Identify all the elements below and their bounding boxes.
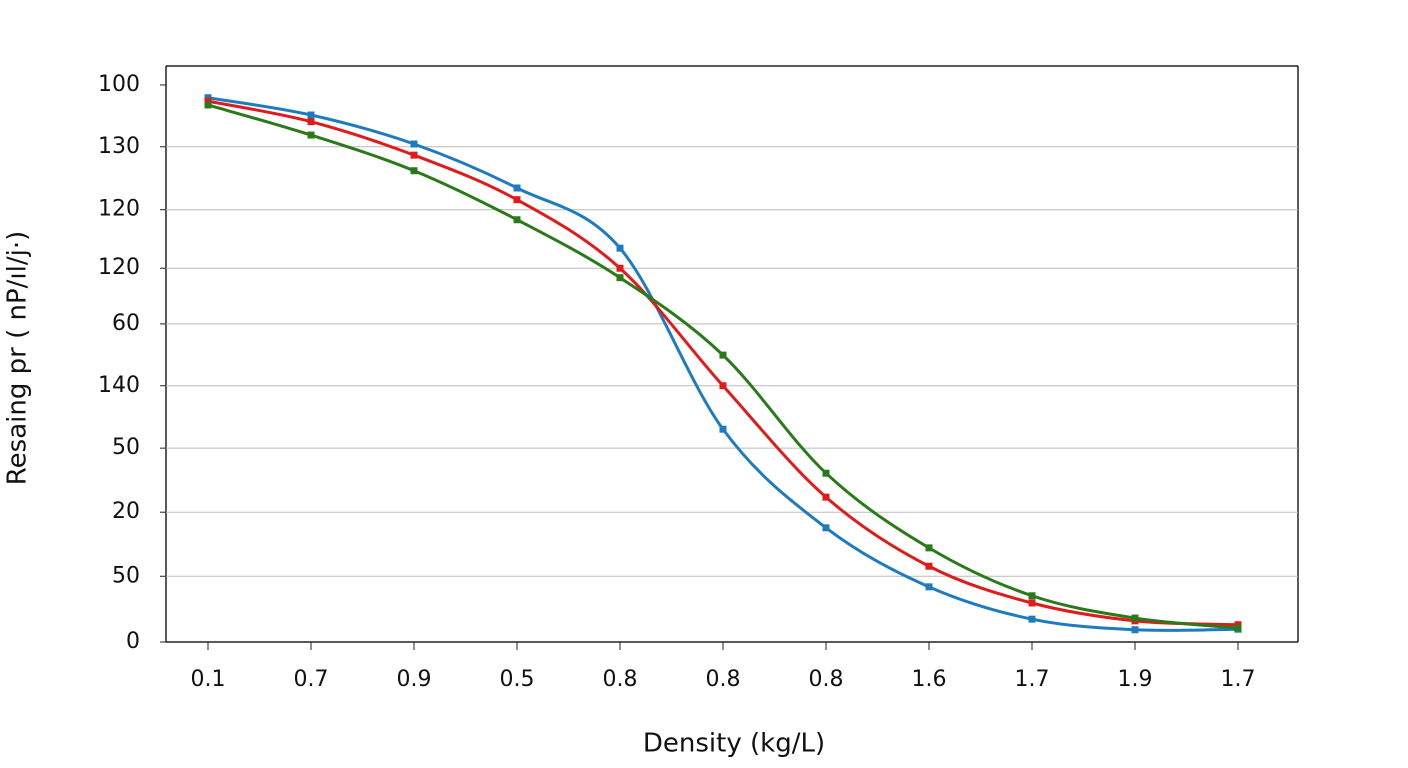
x-tick-label: 0.7 [294, 667, 329, 692]
y-axis-title: Resaing pr ( nP/ıl/j·) [3, 231, 33, 485]
y-tick-label: 50 [112, 563, 140, 588]
x-tick-label: 0.1 [191, 667, 226, 692]
y-tick-label: 60 [112, 311, 140, 336]
y-tick-label: 140 [98, 373, 140, 398]
x-tick-label: 1.7 [1221, 667, 1256, 692]
x-tick-label: 0.8 [706, 667, 741, 692]
data-point [410, 167, 418, 175]
data-point [1028, 615, 1036, 623]
x-tick-label: 0.5 [500, 667, 535, 692]
series-line [207, 103, 1239, 630]
x-axis-title: Density (kg/L) [643, 729, 825, 759]
data-point [925, 544, 933, 552]
y-tick-label: 100 [98, 72, 140, 97]
data-point [822, 469, 830, 477]
data-point [719, 382, 727, 390]
y-tick-label: 50 [112, 435, 140, 460]
data-point [307, 111, 315, 119]
data-point [616, 264, 624, 272]
data-point [1028, 592, 1036, 600]
x-tick-label: 1.6 [912, 667, 947, 692]
y-tick-label: 120 [98, 255, 140, 280]
data-point [616, 274, 624, 282]
x-tick-label: 0.8 [809, 667, 844, 692]
data-point [513, 184, 521, 192]
data-point [513, 216, 521, 224]
x-tick-label: 0.9 [397, 667, 432, 692]
data-point [1131, 614, 1139, 622]
y-tick-label: 120 [98, 197, 140, 222]
data-point [513, 196, 521, 204]
data-point [204, 101, 212, 109]
y-tick-label: 20 [112, 499, 140, 524]
data-point [719, 425, 727, 433]
data-point [822, 493, 830, 501]
data-point [925, 583, 933, 591]
data-point [1028, 599, 1036, 607]
data-point [307, 131, 315, 139]
data-point [410, 151, 418, 159]
data-point [822, 524, 830, 532]
data-point [204, 97, 212, 105]
data-point [616, 244, 624, 252]
series-line [207, 99, 1239, 627]
x-tick-label: 0.8 [603, 667, 638, 692]
data-point [307, 118, 315, 126]
data-point [1131, 626, 1139, 634]
series-line [207, 96, 1239, 632]
y-tick-label: 130 [98, 134, 140, 159]
y-tick-label: 0 [126, 629, 140, 654]
data-point [410, 140, 418, 148]
x-tick-label: 1.9 [1118, 667, 1153, 692]
data-point [1234, 624, 1242, 632]
data-point [719, 351, 727, 359]
x-tick-label: 1.7 [1015, 667, 1050, 692]
data-point [925, 562, 933, 570]
